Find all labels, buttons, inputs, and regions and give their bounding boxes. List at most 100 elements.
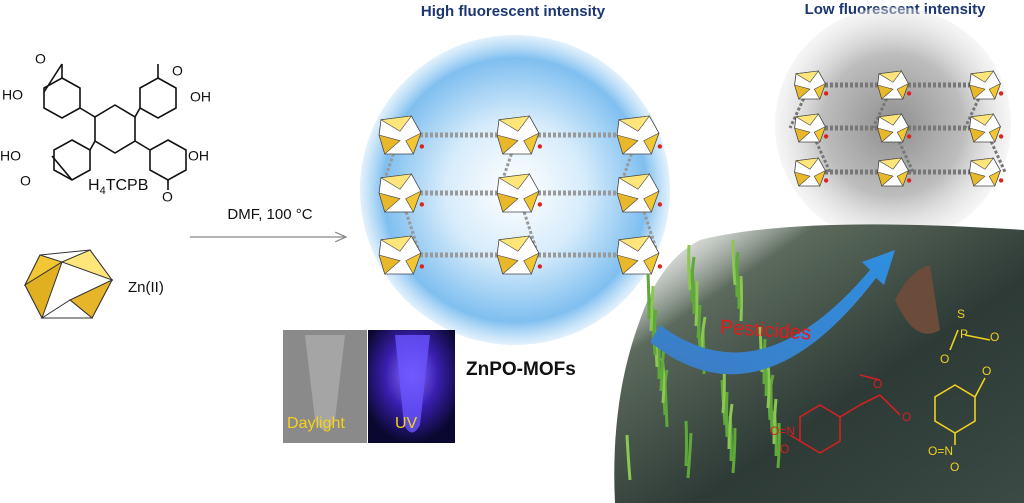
mof-structure bbox=[378, 115, 663, 275]
oxygen bbox=[657, 202, 663, 207]
oxygen bbox=[537, 264, 543, 269]
grass-blade bbox=[731, 427, 737, 474]
atom: O bbox=[780, 442, 789, 456]
grass-blade bbox=[686, 432, 693, 479]
atom: O bbox=[162, 189, 173, 205]
cluster-face bbox=[988, 125, 1001, 143]
atom: O bbox=[950, 460, 959, 474]
field-photo bbox=[614, 224, 1024, 503]
atom: O bbox=[20, 173, 31, 189]
cluster-face bbox=[378, 134, 401, 155]
cluster-face bbox=[496, 192, 519, 213]
grass-blade bbox=[649, 285, 655, 332]
cluster-face bbox=[795, 157, 820, 170]
grass-blade bbox=[625, 434, 632, 481]
grass-blade bbox=[727, 403, 734, 450]
mof-structure bbox=[788, 70, 1007, 187]
cluster-face bbox=[877, 84, 894, 100]
ligand-prefix: H bbox=[88, 177, 100, 194]
cluster-face bbox=[878, 113, 903, 126]
zn-polyhedron bbox=[23, 249, 114, 320]
cluster-face bbox=[877, 127, 894, 143]
grass-blade bbox=[776, 422, 781, 469]
atom: S bbox=[957, 307, 965, 321]
grass-blade bbox=[735, 251, 740, 298]
cluster-face bbox=[523, 190, 540, 213]
atom: OH bbox=[190, 89, 211, 105]
cluster-face bbox=[643, 252, 660, 275]
atom: O bbox=[172, 63, 183, 79]
cluster-face bbox=[878, 70, 903, 83]
grass-blade bbox=[725, 391, 729, 438]
cluster-face bbox=[616, 134, 639, 155]
atom: O=N bbox=[770, 424, 795, 438]
hand bbox=[895, 265, 940, 334]
cluster-face bbox=[618, 235, 651, 252]
cluster-face bbox=[380, 173, 413, 190]
product-label: ZnPO-MOFs bbox=[466, 359, 576, 380]
cluster-face bbox=[378, 254, 401, 275]
cluster-face bbox=[380, 115, 413, 132]
grass-blade bbox=[687, 244, 692, 291]
ligand-suffix: TCPB bbox=[106, 177, 149, 194]
photo-label: UV bbox=[395, 415, 418, 432]
ligand-structure bbox=[43, 63, 187, 190]
cluster-face bbox=[877, 171, 894, 187]
cluster-face bbox=[616, 254, 639, 275]
cluster-face bbox=[498, 173, 531, 190]
cluster-face bbox=[643, 190, 660, 213]
atom: O bbox=[982, 364, 991, 378]
oxygen bbox=[537, 144, 543, 149]
oxygen bbox=[906, 91, 912, 96]
oxygen bbox=[998, 91, 1004, 96]
grass-blade bbox=[731, 239, 737, 286]
cluster-face bbox=[988, 82, 1001, 100]
vial-glow bbox=[395, 335, 430, 433]
cluster-face bbox=[794, 171, 811, 187]
oxygen bbox=[906, 134, 912, 139]
grass-blade bbox=[766, 362, 771, 409]
cluster-face bbox=[896, 82, 909, 100]
cluster-face bbox=[794, 127, 811, 143]
cluster-face bbox=[969, 84, 986, 100]
metal-label: Zn(II) bbox=[128, 279, 164, 296]
grass-blade bbox=[690, 256, 696, 303]
oxygen bbox=[419, 264, 425, 269]
cluster-face bbox=[813, 169, 826, 187]
title-high: High fluorescent intensity bbox=[421, 3, 606, 20]
cluster-face bbox=[988, 169, 1001, 187]
cluster-face bbox=[618, 173, 651, 190]
linker bbox=[983, 127, 1007, 173]
cluster-face bbox=[813, 82, 826, 100]
atom: O bbox=[902, 410, 911, 424]
cluster-face bbox=[405, 252, 422, 275]
ligand-subscript: 4 bbox=[100, 185, 106, 197]
cluster-face bbox=[496, 254, 519, 275]
cluster-face bbox=[523, 132, 540, 155]
cluster-face bbox=[896, 125, 909, 143]
atom: HO bbox=[2, 87, 23, 103]
cluster-face bbox=[970, 70, 995, 83]
grass-blade bbox=[739, 275, 743, 322]
cluster-face bbox=[405, 190, 422, 213]
cluster-face bbox=[405, 132, 422, 155]
oxygen bbox=[419, 202, 425, 207]
cluster-face bbox=[618, 115, 651, 132]
cluster-face bbox=[795, 70, 820, 83]
cluster-face bbox=[498, 115, 531, 132]
cluster-face bbox=[813, 125, 826, 143]
oxygen bbox=[823, 134, 829, 139]
oxygen bbox=[657, 144, 663, 149]
atom: O=N bbox=[928, 444, 953, 458]
atom: O bbox=[940, 352, 949, 366]
cluster-face bbox=[496, 134, 519, 155]
oxygen bbox=[823, 91, 829, 96]
pesticide-structure-red bbox=[789, 374, 901, 454]
atom: HO bbox=[0, 148, 21, 164]
oxygen bbox=[823, 178, 829, 183]
reaction-condition: DMF, 100 °C bbox=[227, 206, 312, 223]
cluster-face bbox=[380, 235, 413, 252]
cluster-face bbox=[795, 113, 820, 126]
pesticide-structure-yellow bbox=[934, 329, 991, 445]
